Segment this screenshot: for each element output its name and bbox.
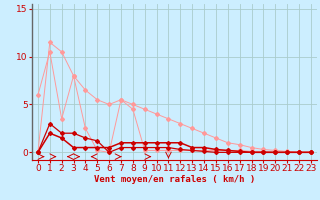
X-axis label: Vent moyen/en rafales ( km/h ): Vent moyen/en rafales ( km/h ) <box>94 175 255 184</box>
